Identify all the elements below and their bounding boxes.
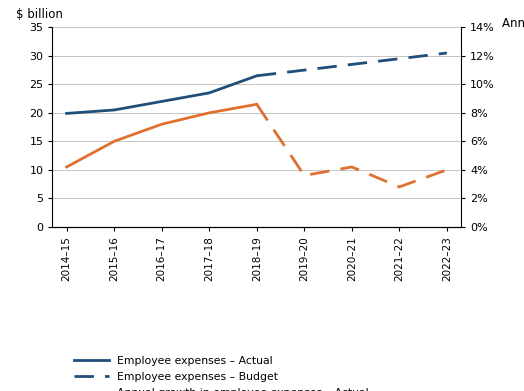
Y-axis label: $ billion: $ billion: [16, 8, 62, 22]
Y-axis label: Annual growth: Annual growth: [502, 17, 524, 30]
Legend: Employee expenses – Actual, Employee expenses – Budget, Annual growth in employe: Employee expenses – Actual, Employee exp…: [74, 356, 374, 391]
